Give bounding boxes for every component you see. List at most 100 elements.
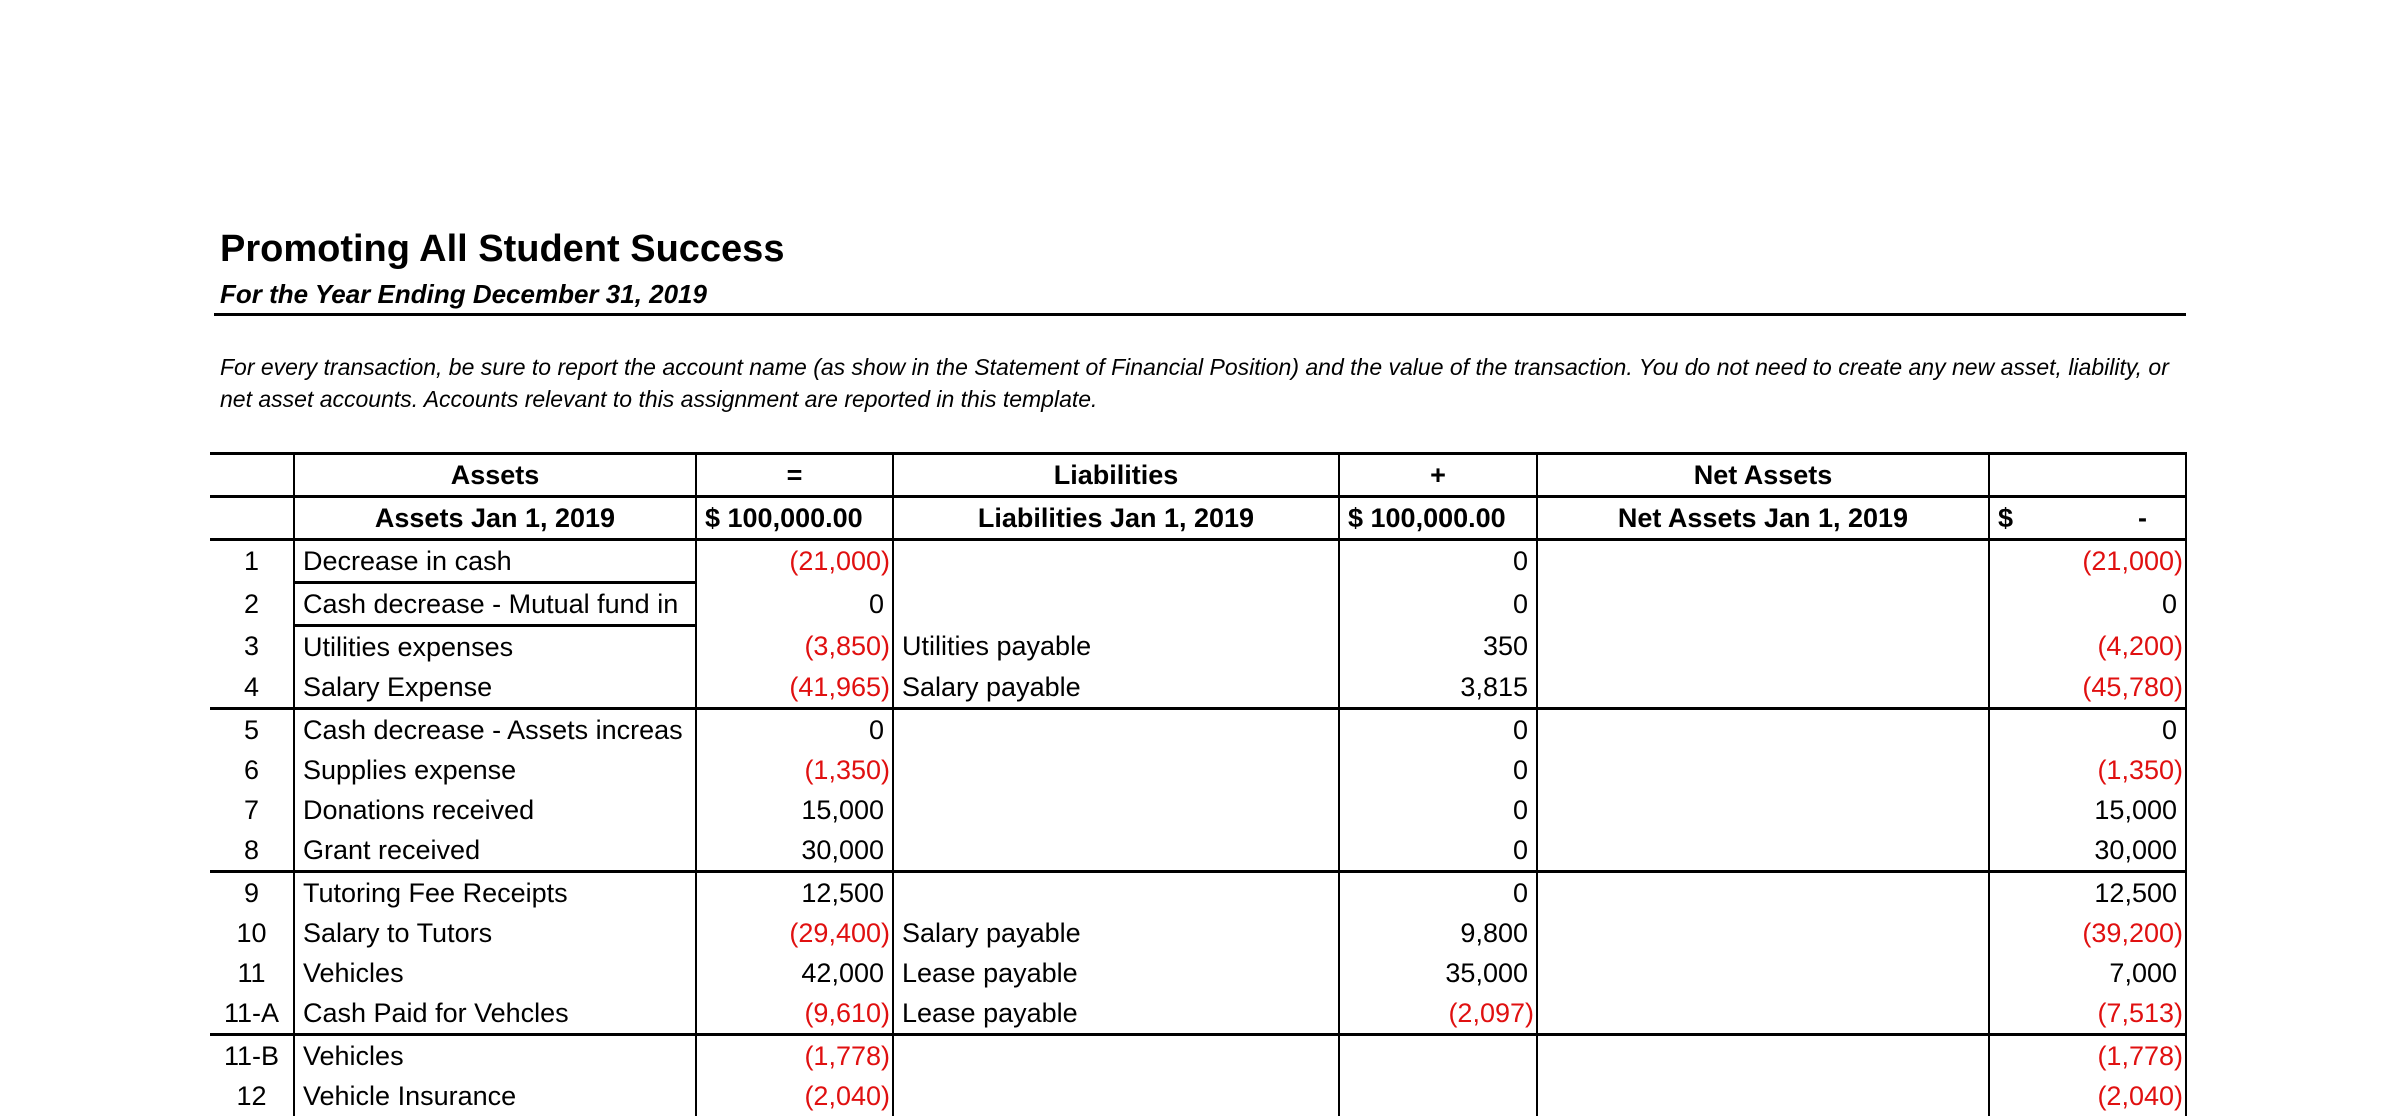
net-asset-amount[interactable]: (45,780) (1988, 667, 2187, 710)
row-number[interactable]: 8 (210, 830, 295, 873)
asset-account[interactable]: Salary to Tutors (293, 913, 697, 953)
liability-amount[interactable]: 0 (1338, 830, 1538, 873)
row-number[interactable]: 12 (210, 1076, 295, 1116)
net-asset-account[interactable] (1536, 830, 1990, 873)
net-asset-amount[interactable]: (7,513) (1988, 993, 2187, 1036)
asset-amount[interactable]: (1,778) (695, 1034, 894, 1076)
net-asset-account[interactable] (1536, 708, 1990, 750)
net-asset-account[interactable] (1536, 667, 1990, 710)
liability-amount[interactable]: 0 (1338, 539, 1538, 583)
liability-amount[interactable]: 3,815 (1338, 667, 1538, 710)
liability-account[interactable] (892, 708, 1340, 750)
liability-account[interactable] (892, 790, 1340, 830)
asset-amount[interactable]: (1,350) (695, 750, 894, 790)
net-asset-account[interactable] (1536, 1034, 1990, 1076)
row-number[interactable]: 6 (210, 750, 295, 790)
net-asset-account[interactable] (1536, 790, 1990, 830)
liability-account[interactable] (892, 539, 1340, 583)
net-asset-account[interactable] (1536, 1076, 1990, 1116)
row-number[interactable]: 7 (210, 790, 295, 830)
asset-amount[interactable]: (21,000) (695, 539, 894, 583)
net-asset-amount[interactable]: 0 (1988, 708, 2187, 750)
liability-account[interactable]: Lease payable (892, 993, 1340, 1036)
liability-amount[interactable]: 0 (1338, 871, 1538, 913)
net-asset-amount[interactable]: (21,000) (1988, 539, 2187, 583)
liability-amount[interactable] (1338, 1034, 1538, 1076)
asset-amount[interactable]: 30,000 (695, 830, 894, 873)
row-number[interactable]: 11-B (210, 1034, 295, 1076)
liability-account[interactable] (892, 1076, 1340, 1116)
asset-account[interactable]: Donations received (293, 790, 697, 830)
asset-amount[interactable]: 12,500 (695, 871, 894, 913)
net-asset-amount[interactable]: 12,500 (1988, 871, 2187, 913)
liability-account[interactable]: Utilities payable (892, 625, 1340, 667)
row-number[interactable]: 4 (210, 667, 295, 710)
liabilities-opening-value: $ 100,000.00 (1338, 495, 1538, 541)
liability-amount[interactable]: 0 (1338, 790, 1538, 830)
net-asset-account[interactable] (1536, 750, 1990, 790)
liability-account[interactable]: Salary payable (892, 913, 1340, 953)
row-number[interactable]: 9 (210, 871, 295, 913)
liability-account[interactable] (892, 1034, 1340, 1076)
liability-amount[interactable]: 9,800 (1338, 913, 1538, 953)
net-asset-account[interactable] (1536, 582, 1990, 626)
asset-amount[interactable]: (3,850) (695, 625, 894, 667)
net-asset-amount[interactable]: 7,000 (1988, 953, 2187, 993)
liability-amount[interactable]: 0 (1338, 708, 1538, 750)
asset-amount[interactable]: 15,000 (695, 790, 894, 830)
asset-amount[interactable]: (29,400) (695, 913, 894, 953)
net-assets-opening-label: Net Assets Jan 1, 2019 (1536, 495, 1990, 541)
row-number[interactable]: 2 (210, 582, 295, 626)
net-asset-account[interactable] (1536, 953, 1990, 993)
net-asset-account[interactable] (1536, 625, 1990, 667)
liability-amount[interactable]: (2,097) (1338, 993, 1538, 1036)
row-number[interactable]: 1 (210, 539, 295, 583)
asset-amount[interactable]: 42,000 (695, 953, 894, 993)
liability-amount[interactable] (1338, 1076, 1538, 1116)
liability-account[interactable] (892, 830, 1340, 873)
net-asset-account[interactable] (1536, 913, 1990, 953)
row-number[interactable]: 5 (210, 708, 295, 750)
net-asset-amount[interactable]: 30,000 (1988, 830, 2187, 873)
row-number[interactable]: 3 (210, 625, 295, 667)
asset-account[interactable]: Cash decrease - Mutual fund in (293, 581, 697, 627)
liability-account[interactable] (892, 750, 1340, 790)
asset-amount[interactable]: (41,965) (695, 667, 894, 710)
asset-account[interactable]: Utilities expenses (293, 625, 697, 667)
net-asset-amount[interactable]: 0 (1988, 582, 2187, 626)
asset-amount[interactable]: (2,040) (695, 1076, 894, 1116)
asset-account[interactable]: Cash Paid for Vehcles (293, 993, 697, 1036)
net-asset-account[interactable] (1536, 871, 1990, 913)
net-asset-amount[interactable]: (2,040) (1988, 1076, 2187, 1116)
asset-account[interactable]: Salary Expense (293, 667, 697, 710)
liability-amount[interactable]: 0 (1338, 582, 1538, 626)
liability-amount[interactable]: 0 (1338, 750, 1538, 790)
asset-amount[interactable]: 0 (695, 708, 894, 750)
liability-account[interactable]: Salary payable (892, 667, 1340, 710)
asset-amount[interactable]: 0 (695, 582, 894, 626)
net-asset-amount[interactable]: (1,778) (1988, 1034, 2187, 1076)
row-number[interactable]: 11-A (210, 993, 295, 1036)
row-number[interactable]: 10 (210, 913, 295, 953)
asset-account[interactable]: Grant received (293, 830, 697, 873)
asset-account[interactable]: Vehicles (293, 953, 697, 993)
net-asset-amount[interactable]: 15,000 (1988, 790, 2187, 830)
row-number[interactable]: 11 (210, 953, 295, 993)
liability-amount[interactable]: 35,000 (1338, 953, 1538, 993)
asset-account[interactable]: Vehicles (293, 1034, 697, 1076)
net-asset-account[interactable] (1536, 993, 1990, 1036)
liability-account[interactable]: Lease payable (892, 953, 1340, 993)
liability-account[interactable] (892, 582, 1340, 626)
net-asset-account[interactable] (1536, 539, 1990, 583)
asset-amount[interactable]: (9,610) (695, 993, 894, 1036)
asset-account[interactable]: Decrease in cash (293, 538, 697, 584)
net-asset-amount[interactable]: (4,200) (1988, 625, 2187, 667)
net-asset-amount[interactable]: (1,350) (1988, 750, 2187, 790)
asset-account[interactable]: Cash decrease - Assets increas (293, 708, 697, 750)
asset-account[interactable]: Supplies expense (293, 750, 697, 790)
asset-account[interactable]: Tutoring Fee Receipts (293, 871, 697, 913)
liability-account[interactable] (892, 871, 1340, 913)
asset-account[interactable]: Vehicle Insurance (293, 1076, 697, 1116)
liability-amount[interactable]: 350 (1338, 625, 1538, 667)
net-asset-amount[interactable]: (39,200) (1988, 913, 2187, 953)
